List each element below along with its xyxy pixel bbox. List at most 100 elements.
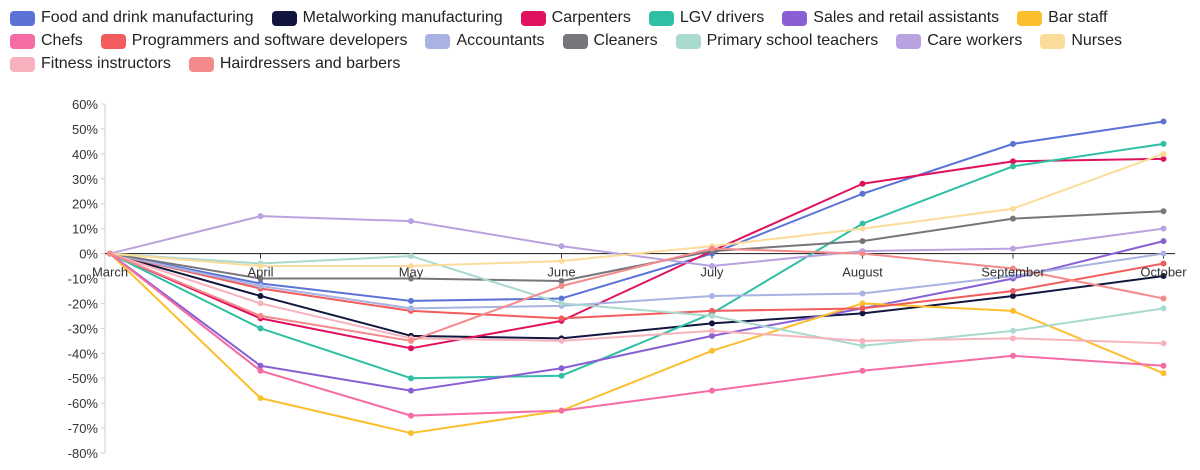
data-point[interactable] [1160,238,1167,245]
data-point[interactable] [859,180,866,187]
data-point[interactable] [408,345,414,352]
legend-item-fitness-instructors[interactable]: Fitness instructors [10,53,171,75]
legend-item-chefs[interactable]: Chefs [10,30,83,52]
data-point[interactable] [1160,260,1167,267]
data-point[interactable] [1160,250,1167,257]
data-point[interactable] [408,297,414,304]
data-point[interactable] [1010,245,1016,252]
data-point[interactable] [558,258,565,265]
data-point[interactable] [1160,140,1167,147]
data-point[interactable] [1010,158,1016,165]
data-point[interactable] [558,243,565,250]
legend-item-cleaners[interactable]: Cleaners [562,30,658,52]
data-point[interactable] [1160,340,1167,347]
data-point[interactable] [408,253,414,260]
data-point[interactable] [1160,150,1167,157]
data-point[interactable] [859,220,866,227]
data-point[interactable] [1010,327,1016,334]
data-point[interactable] [1160,118,1167,125]
data-point[interactable] [1010,352,1016,359]
legend-item-nurses[interactable]: Nurses [1040,30,1122,52]
data-point[interactable] [709,332,715,339]
legend-item-lgv-drivers[interactable]: LGV drivers [648,7,764,29]
data-point[interactable] [558,315,565,322]
data-point[interactable] [1010,140,1016,147]
data-point[interactable] [558,277,565,284]
data-point[interactable] [558,282,565,289]
data-point[interactable] [859,305,866,312]
data-point[interactable] [859,238,866,245]
data-point[interactable] [107,250,113,257]
data-point[interactable] [257,275,264,282]
data-point[interactable] [1160,208,1167,215]
data-point[interactable] [257,312,264,319]
data-point[interactable] [408,263,414,270]
data-point[interactable] [257,263,264,270]
data-point[interactable] [1160,155,1167,162]
data-point[interactable] [709,263,715,270]
data-point[interactable] [1160,273,1167,280]
data-point[interactable] [709,387,715,394]
data-point[interactable] [859,225,866,232]
data-point[interactable] [257,282,264,289]
legend-item-hairdressers-and-barbers[interactable]: Hairdressers and barbers [188,53,400,75]
data-point[interactable] [257,300,264,307]
data-point[interactable] [1010,273,1016,280]
data-point[interactable] [558,365,565,372]
data-point[interactable] [859,342,866,349]
data-point[interactable] [709,320,715,327]
data-point[interactable] [859,250,866,257]
data-point[interactable] [408,305,414,312]
legend-item-bar-staff[interactable]: Bar staff [1017,7,1107,29]
data-point[interactable] [257,213,264,220]
legend-item-sales-and-retail-assistants[interactable]: Sales and retail assistants [782,7,999,29]
legend-item-food-and-drink-manufacturing[interactable]: Food and drink manufacturing [10,7,254,29]
legend-item-carpenters[interactable]: Carpenters [520,7,631,29]
legend-item-metalworking-manufacturing[interactable]: Metalworking manufacturing [271,7,503,29]
data-point[interactable] [558,300,565,307]
data-point[interactable] [1010,335,1016,342]
data-point[interactable] [558,337,565,344]
data-point[interactable] [257,325,264,332]
data-point[interactable] [709,307,715,314]
data-point[interactable] [408,218,414,225]
data-point[interactable] [257,395,264,402]
data-point[interactable] [709,347,715,354]
data-point[interactable] [257,367,264,374]
data-point[interactable] [1160,362,1167,369]
data-point[interactable] [1160,370,1167,377]
data-point[interactable] [408,387,414,394]
data-point[interactable] [859,367,866,374]
data-point[interactable] [859,290,866,297]
data-point[interactable] [257,362,264,369]
data-point[interactable] [558,372,565,379]
data-point[interactable] [1010,205,1016,212]
data-point[interactable] [257,292,264,299]
data-point[interactable] [558,295,565,302]
data-point[interactable] [709,327,715,334]
data-point[interactable] [408,430,414,437]
legend-item-care-workers[interactable]: Care workers [896,30,1022,52]
data-point[interactable] [1160,305,1167,312]
data-point[interactable] [1160,295,1167,302]
data-point[interactable] [1010,265,1016,272]
data-point[interactable] [859,337,866,344]
legend-item-primary-school-teachers[interactable]: Primary school teachers [675,30,878,52]
data-point[interactable] [408,375,414,382]
legend-item-programmers-and-software-developers[interactable]: Programmers and software developers [100,30,407,52]
legend-item-accountants[interactable]: Accountants [425,30,545,52]
data-point[interactable] [1160,225,1167,232]
data-point[interactable] [1010,163,1016,170]
data-point[interactable] [859,190,866,197]
data-point[interactable] [859,310,866,317]
data-point[interactable] [1010,307,1016,314]
data-point[interactable] [408,412,414,419]
data-point[interactable] [709,312,715,319]
data-point[interactable] [859,300,866,307]
data-point[interactable] [1010,215,1016,222]
data-point[interactable] [408,275,414,282]
data-point[interactable] [1010,292,1016,299]
data-point[interactable] [1010,287,1016,294]
data-point[interactable] [709,292,715,299]
data-point[interactable] [709,245,715,252]
